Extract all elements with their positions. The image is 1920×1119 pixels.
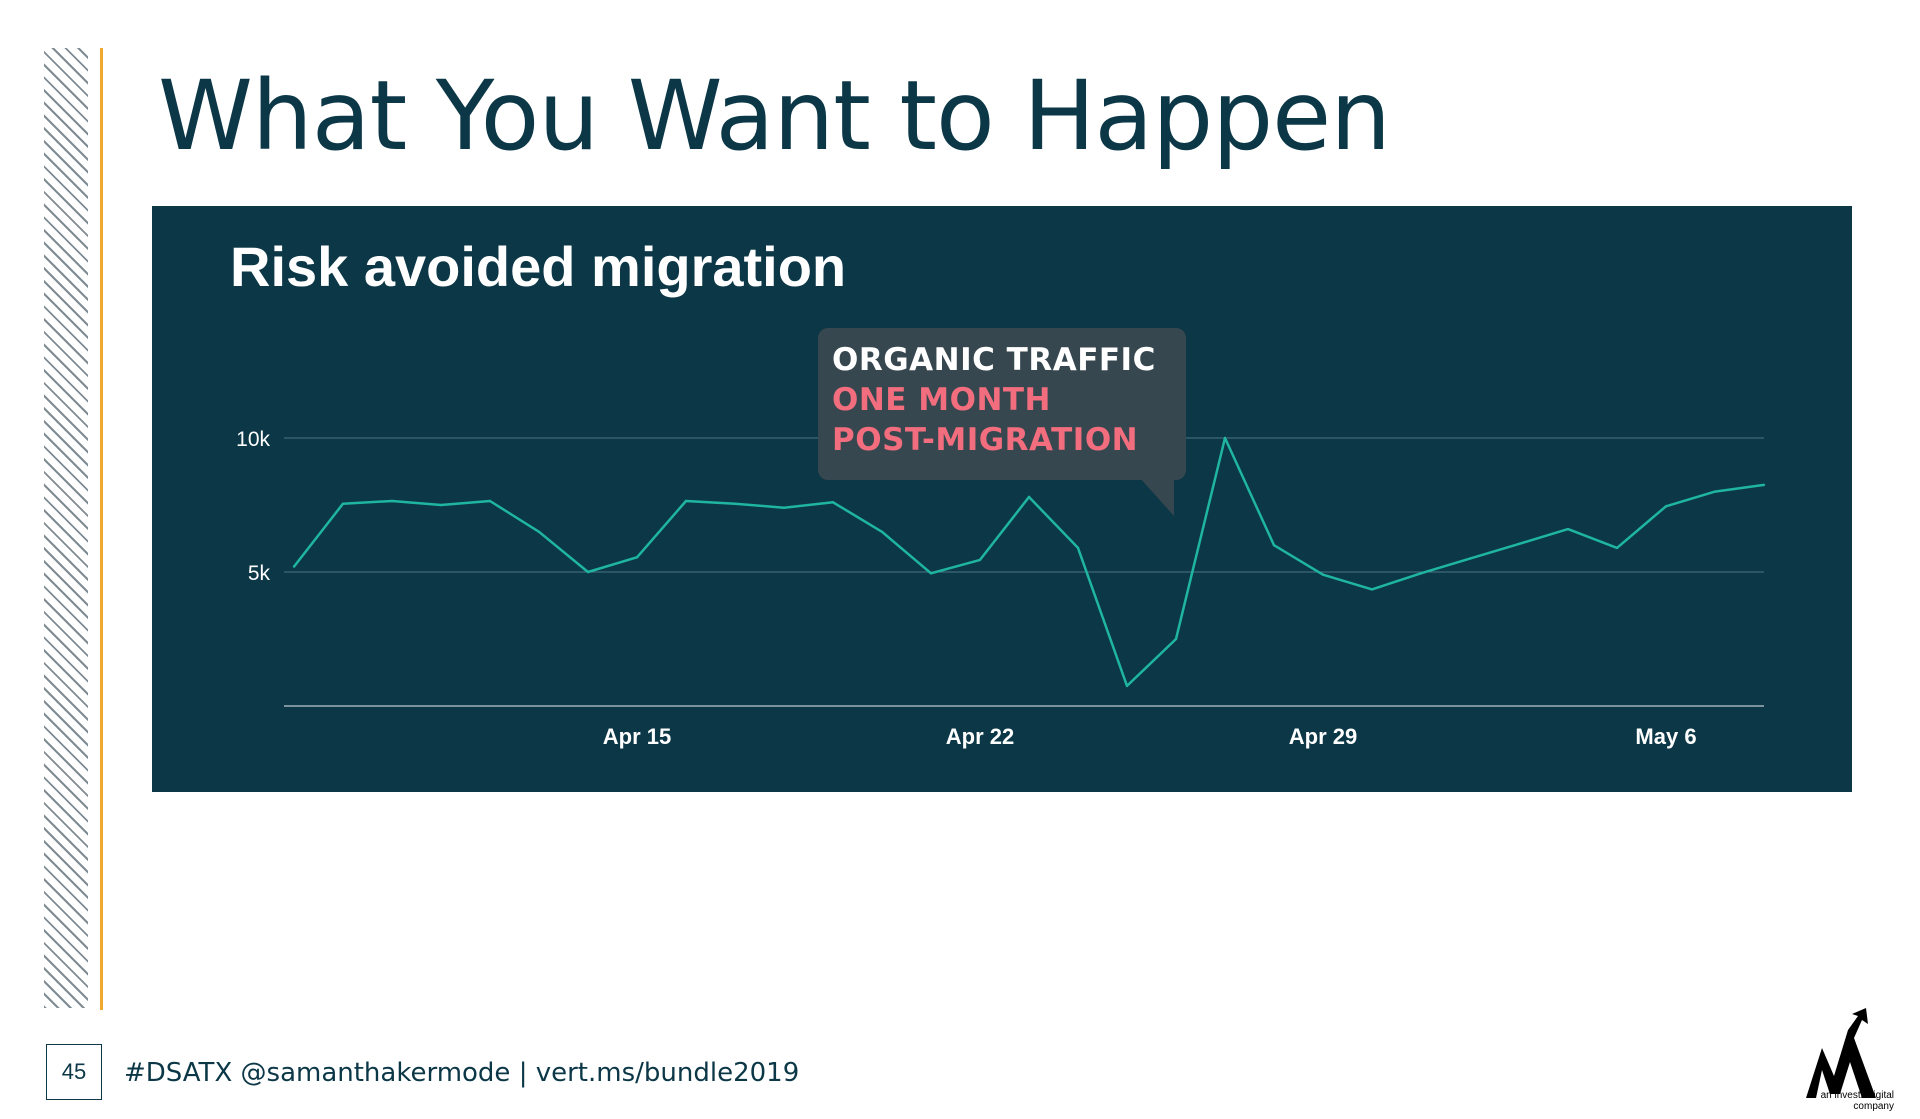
y-tick-label: 10k xyxy=(236,428,270,451)
data-point xyxy=(586,570,590,574)
x-tick-label: Apr 15 xyxy=(603,724,671,749)
company-logo xyxy=(1806,1008,1876,1098)
data-point xyxy=(537,530,541,533)
data-point xyxy=(1566,527,1570,531)
striped-sidebar-decoration xyxy=(44,48,88,1008)
data-point xyxy=(635,556,639,559)
data-point xyxy=(880,530,884,533)
data-point xyxy=(1076,546,1080,550)
callout-bubble xyxy=(818,328,1186,480)
callout-pointer xyxy=(1140,478,1174,516)
data-point xyxy=(390,499,394,503)
data-point xyxy=(1419,572,1423,575)
data-point xyxy=(831,501,835,504)
footer-text: #DSATX @samanthakermode | vert.ms/bundle… xyxy=(124,1058,800,1088)
data-point xyxy=(733,502,737,505)
data-point xyxy=(341,502,345,505)
callout-tooltip: ORGANIC TRAFFIC ONE MONTH POST-MIGRATION xyxy=(818,328,1186,516)
data-point xyxy=(929,572,933,575)
logo-caption: an investisdigital company xyxy=(1820,1090,1894,1112)
page-number: 45 xyxy=(46,1044,102,1100)
data-point xyxy=(1174,637,1178,641)
callout-line-one-month: ONE MONTH xyxy=(832,382,1052,418)
data-point xyxy=(1125,684,1129,688)
y-tick-label: 5k xyxy=(248,562,271,585)
chart-panel: Risk avoided migration 5k 10k Apr 15 Apr 22… xyxy=(152,206,1852,792)
data-point xyxy=(1468,557,1472,560)
x-tick-label: May 6 xyxy=(1635,724,1696,749)
line-chart: 5k 10k Apr 15 Apr 22 Apr 29 May 6 xyxy=(236,428,1766,749)
data-point xyxy=(292,565,296,568)
slide-title: What You Want to Happen xyxy=(158,60,1391,172)
data-point xyxy=(1762,483,1766,487)
x-tick-label: Apr 29 xyxy=(1289,724,1357,749)
data-point xyxy=(1370,588,1374,591)
callout-line-post-migration: POST-MIGRATION xyxy=(832,422,1139,458)
callout-line-organic-traffic: ORGANIC TRAFFIC xyxy=(832,342,1156,378)
data-point xyxy=(1615,546,1619,550)
data-point xyxy=(1713,490,1717,493)
data-point xyxy=(439,503,443,507)
data-point xyxy=(1223,436,1227,440)
chart-title: Risk avoided migration xyxy=(230,235,847,298)
data-point xyxy=(1321,573,1325,576)
data-point xyxy=(1664,505,1668,508)
x-tick-label: Apr 22 xyxy=(946,724,1014,749)
data-point xyxy=(488,499,492,503)
data-point xyxy=(782,506,786,509)
data-point xyxy=(684,499,688,503)
accent-divider-line xyxy=(100,48,103,1010)
data-point xyxy=(978,558,982,562)
data-point xyxy=(1272,544,1276,547)
data-point xyxy=(1027,495,1031,499)
data-point xyxy=(1517,542,1521,546)
